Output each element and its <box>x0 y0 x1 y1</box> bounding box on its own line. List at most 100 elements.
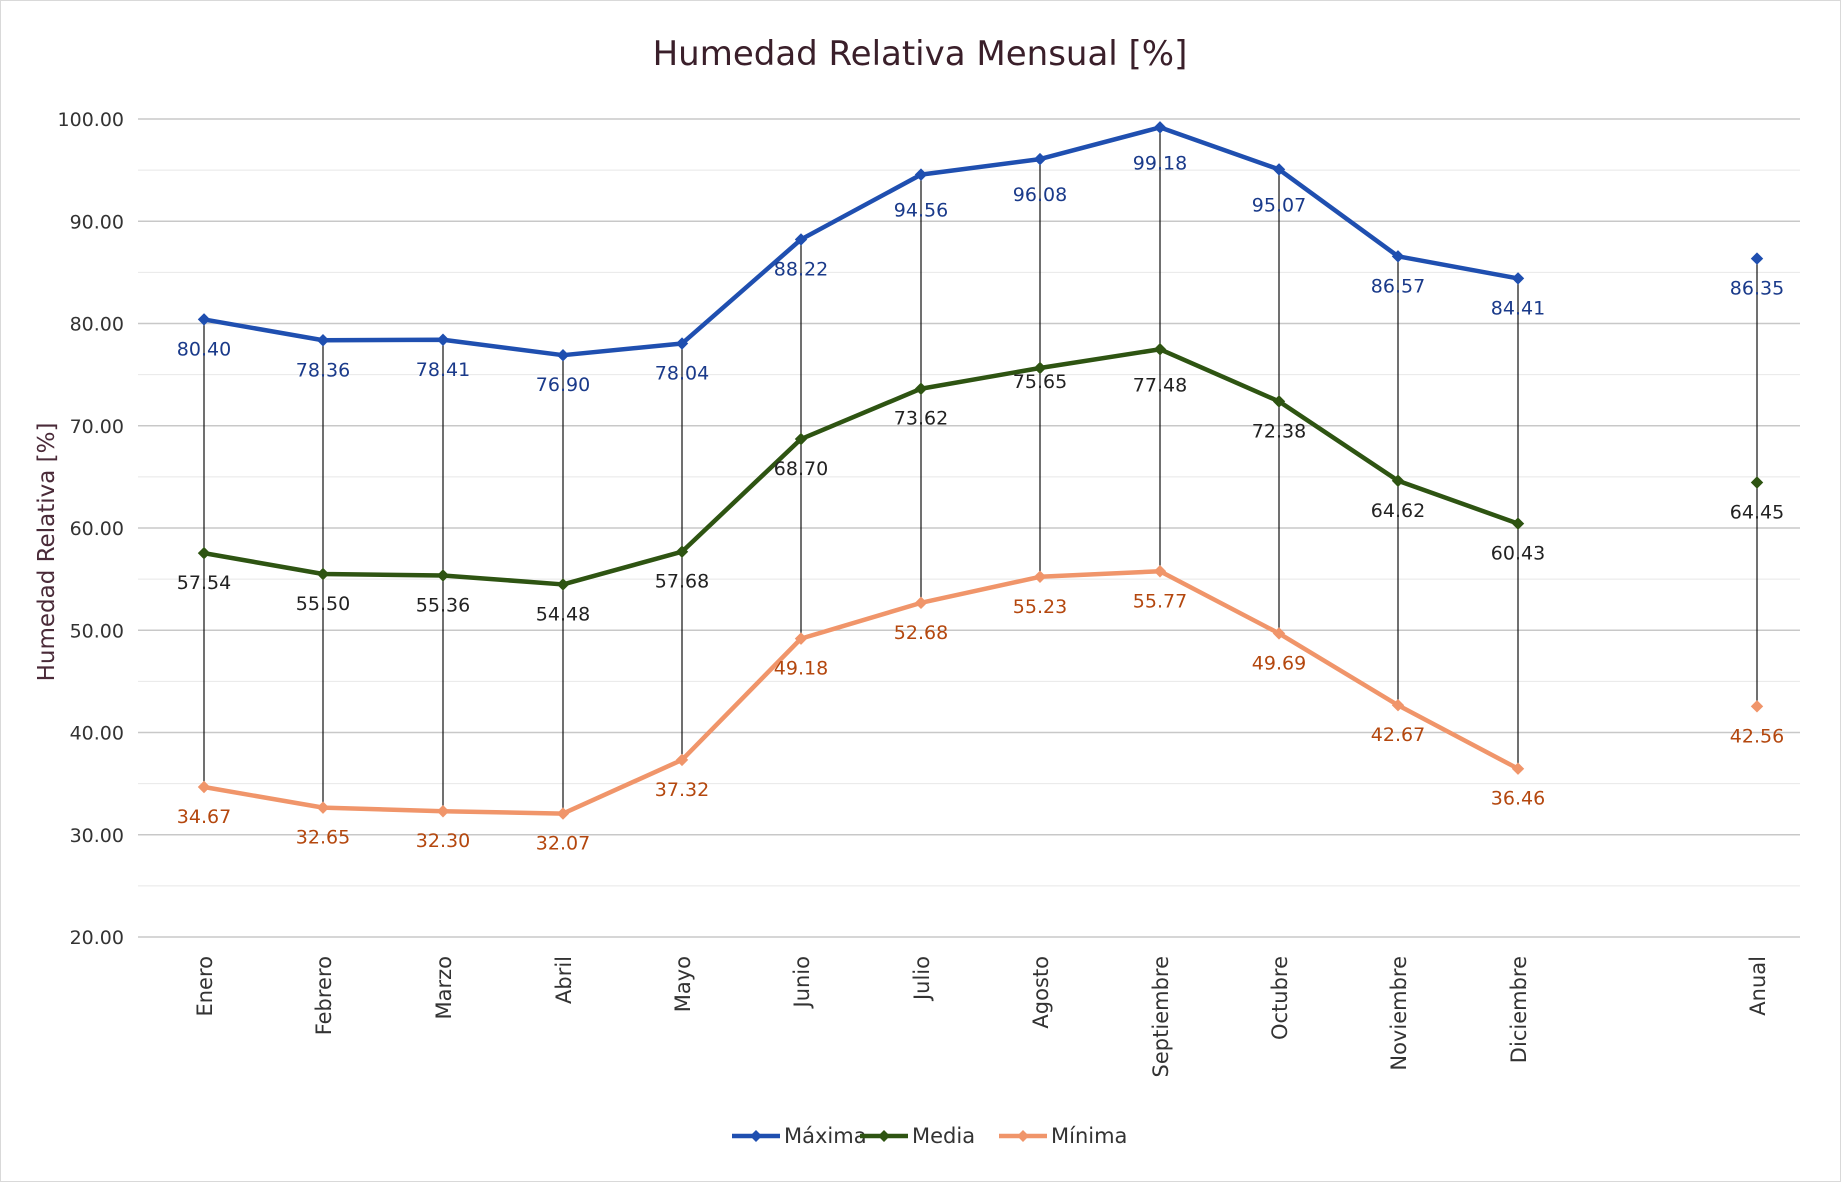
data-label: 42.56 <box>1730 725 1784 747</box>
data-point <box>914 596 928 610</box>
data-point <box>794 432 808 446</box>
data-label: 57.54 <box>177 572 231 594</box>
x-tick-label: Anual <box>1746 956 1770 1016</box>
data-point <box>914 382 928 395</box>
y-tick-label: 40.00 <box>70 723 124 745</box>
data-label: 32.30 <box>416 830 470 852</box>
data-label: 60.43 <box>1491 543 1545 565</box>
y-axis-label: Humedad Relativa [%] <box>34 423 60 682</box>
legend-label: Máxima <box>784 1124 867 1148</box>
x-tick-label: Febrero <box>312 956 336 1035</box>
data-point <box>794 632 808 645</box>
data-label: 94.56 <box>894 200 948 222</box>
data-label: 32.07 <box>536 833 590 855</box>
data-label: 73.62 <box>894 408 948 430</box>
y-tick-label: 20.00 <box>70 927 124 949</box>
data-point <box>914 168 928 181</box>
data-labels: 80.40 78.36 78.41 76.90 78.04 88.22 94.56 96.08… <box>177 152 1784 854</box>
data-point <box>436 569 450 582</box>
data-point <box>1033 152 1047 166</box>
data-label: 49.69 <box>1252 652 1306 674</box>
data-point <box>1153 343 1167 356</box>
chart-title: Humedad Relativa Mensual [%] <box>653 34 1188 74</box>
data-label: 84.41 <box>1491 297 1545 319</box>
data-label: 76.90 <box>536 374 590 396</box>
x-tick-label: Mayo <box>671 956 695 1012</box>
x-tick-label: Junio <box>790 956 814 1010</box>
data-point <box>1391 698 1405 712</box>
data-label: 68.70 <box>774 458 828 480</box>
x-tick-label: Agosto <box>1029 956 1053 1029</box>
x-tick-label: Enero <box>193 956 217 1017</box>
data-label: 88.22 <box>774 258 828 280</box>
data-point <box>436 333 450 346</box>
x-tick-label: Diciembre <box>1507 956 1531 1063</box>
data-point <box>197 780 211 794</box>
data-point <box>197 546 211 560</box>
data-point <box>556 578 570 591</box>
data-label: 55.77 <box>1133 590 1187 612</box>
series-line-0 <box>201 125 1521 358</box>
data-label: 99.18 <box>1133 152 1187 174</box>
data-label: 52.68 <box>894 622 948 644</box>
data-point <box>1033 570 1047 583</box>
x-tick-label: Marzo <box>432 956 456 1020</box>
data-point <box>1511 517 1525 530</box>
data-point <box>794 233 808 246</box>
high-low-lines <box>203 127 1758 814</box>
y-tick-label: 100.00 <box>58 109 124 131</box>
grid-lines <box>138 118 1800 938</box>
data-label: 42.67 <box>1371 724 1425 746</box>
data-label: 86.57 <box>1371 275 1425 297</box>
data-label: 34.67 <box>177 806 231 828</box>
data-point <box>1750 476 1764 489</box>
y-axis-ticks: 20.00 30.00 40.00 50.00 60.00 70.00 80.00 90.00… <box>58 109 124 949</box>
data-point <box>1750 252 1764 265</box>
data-point <box>1391 250 1405 263</box>
y-tick-label: 90.00 <box>70 211 124 233</box>
y-tick-label: 80.00 <box>70 314 124 336</box>
legend-swatch-marker <box>878 1130 890 1142</box>
y-tick-label: 50.00 <box>70 620 124 642</box>
data-label: 55.23 <box>1013 596 1067 618</box>
data-point <box>556 807 570 820</box>
data-point <box>1272 395 1286 408</box>
data-point <box>1272 627 1286 640</box>
legend-swatch-marker <box>1017 1130 1029 1142</box>
y-tick-label: 60.00 <box>70 518 124 540</box>
legend-label: Media <box>912 1124 975 1148</box>
data-point <box>675 337 689 350</box>
data-label: 36.46 <box>1491 788 1545 810</box>
series-lines <box>197 121 1764 820</box>
data-point <box>1272 163 1286 176</box>
series-line-1 <box>201 347 1521 587</box>
data-label: 72.38 <box>1252 420 1306 442</box>
data-label: 96.08 <box>1013 184 1067 206</box>
legend: Máxima Media Mínima <box>732 1124 1127 1148</box>
data-label: 86.35 <box>1730 278 1784 300</box>
data-point <box>316 801 330 814</box>
x-tick-label: Julio <box>910 956 934 1002</box>
x-tick-label: Octubre <box>1268 956 1292 1040</box>
y-tick-label: 70.00 <box>70 416 124 438</box>
data-point <box>197 313 211 326</box>
data-point <box>316 334 330 347</box>
data-label: 49.18 <box>774 658 828 680</box>
data-label: 78.36 <box>296 359 350 381</box>
data-label: 32.65 <box>296 827 350 849</box>
legend-label: Mínima <box>1051 1124 1127 1148</box>
data-point <box>1391 474 1405 487</box>
legend-swatch-marker <box>750 1130 762 1142</box>
data-label: 54.48 <box>536 603 590 625</box>
x-tick-label: Noviembre <box>1387 956 1411 1071</box>
series-line-2 <box>201 569 1521 816</box>
data-label: 37.32 <box>655 779 709 801</box>
data-point <box>436 805 450 818</box>
y-tick-label: 30.00 <box>70 825 124 847</box>
data-point <box>316 567 330 581</box>
data-label: 55.50 <box>296 593 350 615</box>
data-label: 64.45 <box>1730 501 1784 523</box>
data-label: 78.41 <box>416 359 470 381</box>
data-point <box>1153 565 1167 578</box>
